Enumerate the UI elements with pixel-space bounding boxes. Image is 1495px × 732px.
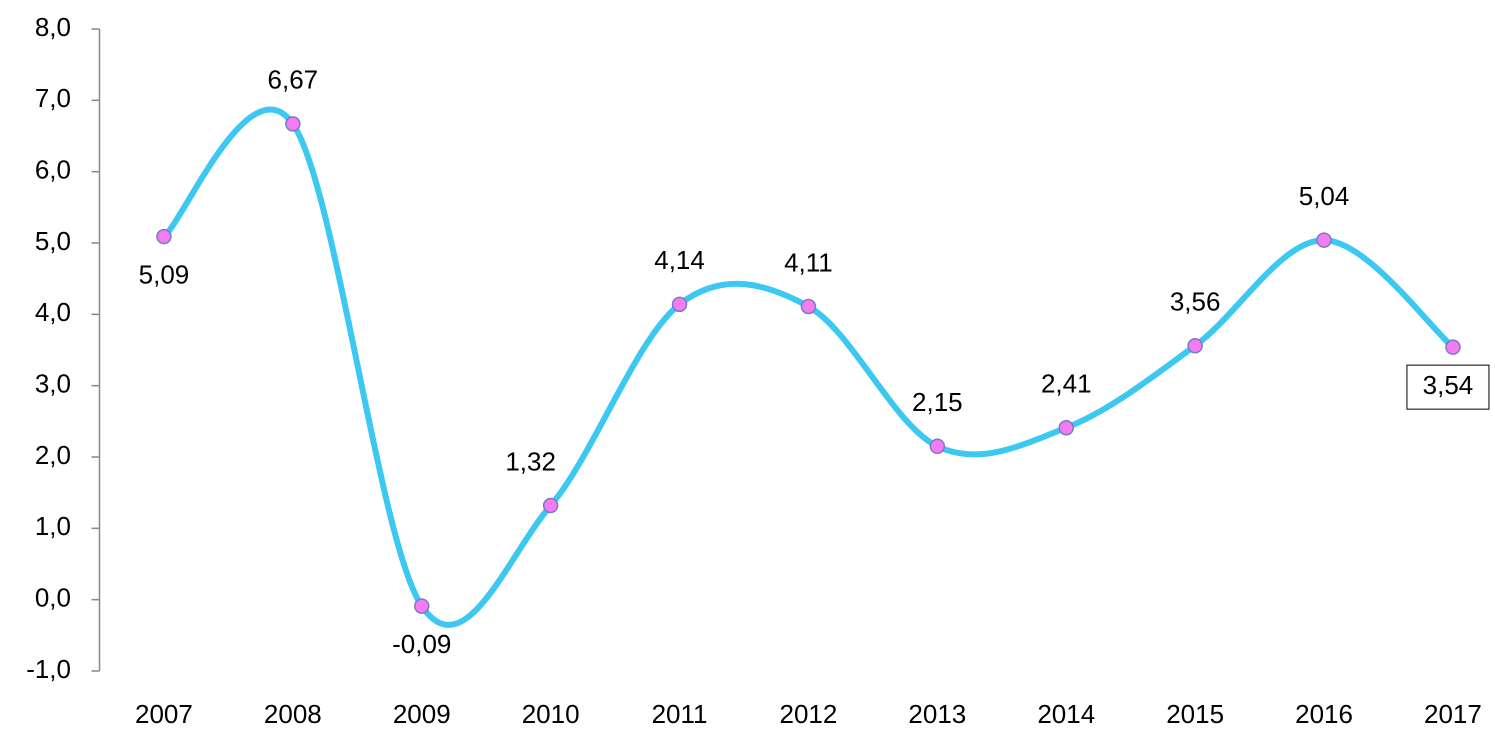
y-tick-label: 7,0 (35, 83, 71, 113)
line (160, 106, 1456, 628)
x-tick-label: 2010 (522, 699, 580, 729)
x-tick-label: 2017 (1424, 699, 1482, 729)
data-label: -0,09 (392, 629, 451, 659)
marker (285, 116, 301, 132)
marker (1445, 339, 1461, 355)
marker (671, 296, 688, 313)
x-tick-label: 2008 (264, 699, 322, 729)
marker (542, 497, 559, 514)
data-label: 1,32 (505, 446, 556, 476)
y-tick-label: 6,0 (35, 155, 71, 185)
y-tick-label: 8,0 (35, 12, 71, 42)
y-tick-label: 2,0 (35, 440, 71, 470)
data-label: 6,67 (268, 65, 319, 95)
x-tick-label: 2009 (393, 699, 451, 729)
label-box (1406, 364, 1490, 410)
marker (929, 438, 946, 455)
marker (1058, 420, 1074, 436)
x-tick-label: 2007 (135, 699, 193, 729)
data-label: 2,15 (912, 387, 963, 417)
marker (1187, 337, 1203, 354)
x-tick-label: 2014 (1037, 699, 1095, 729)
data-label: 3,56 (1170, 287, 1221, 317)
data-label: 3,54 (1423, 370, 1474, 400)
y-tick-label: 3,0 (35, 369, 71, 399)
data-label: 4,11 (784, 247, 833, 277)
y-tick-label: -1,0 (26, 654, 71, 684)
y-tick-label: 0,0 (35, 583, 71, 613)
data-label: 5,09 (139, 259, 190, 289)
x-tick-label: 2012 (780, 699, 838, 729)
marker (414, 598, 430, 614)
x-tick-label: 2015 (1166, 699, 1224, 729)
y-tick-label: 1,0 (35, 511, 71, 541)
data-label: 5,04 (1299, 181, 1350, 211)
marker (800, 298, 817, 315)
y-tick-label: 4,0 (35, 297, 71, 327)
x-tick-label: 2013 (908, 699, 966, 729)
x-tick-label: 2016 (1295, 699, 1353, 729)
data-label: 4,14 (654, 245, 705, 275)
x-tick-label: 2011 (652, 699, 708, 729)
marker (156, 228, 172, 245)
data-label: 2,41 (1041, 369, 1092, 399)
y-tick-label: 5,0 (35, 226, 71, 256)
marker (1316, 232, 1332, 248)
